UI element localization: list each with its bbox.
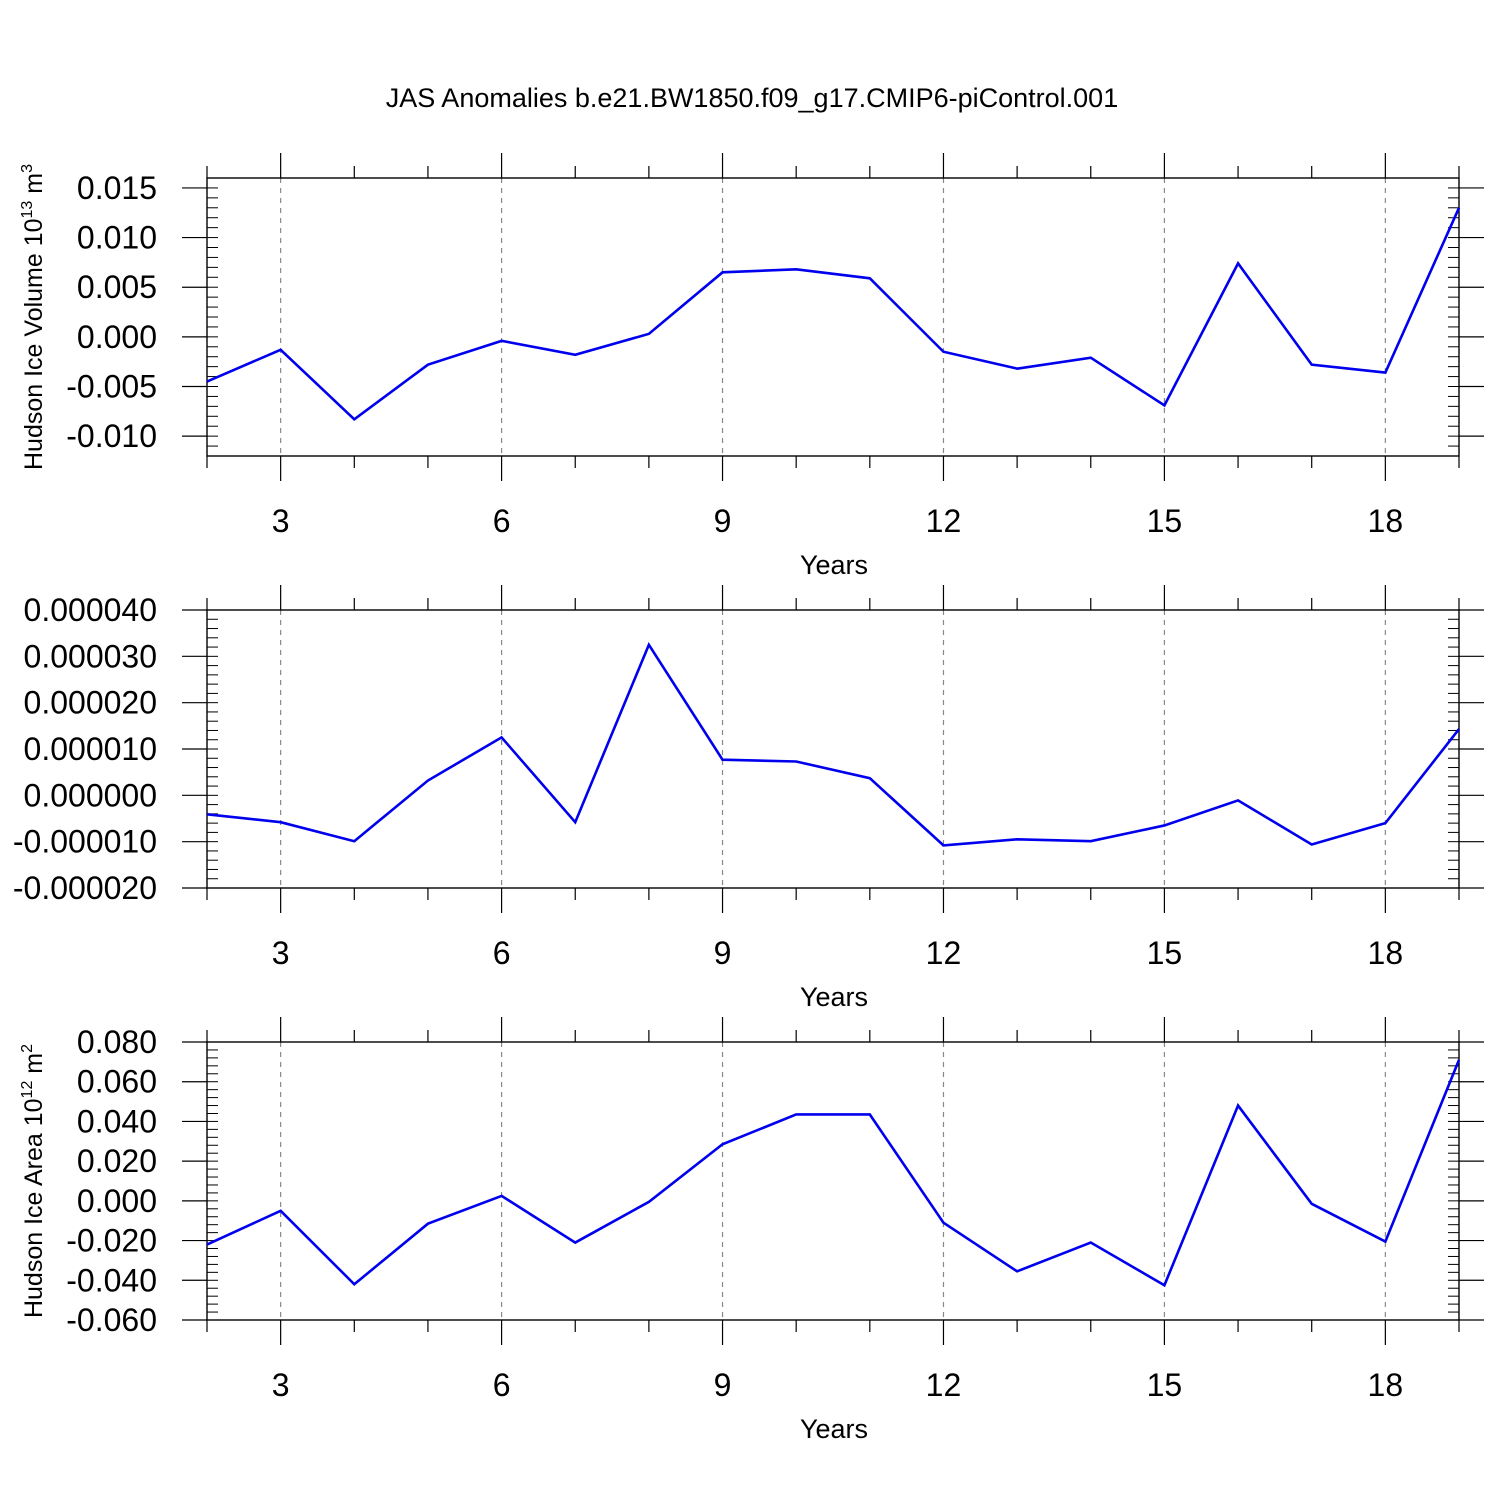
- x-tick-label: 15: [1147, 935, 1183, 971]
- x-axis-label: Years: [800, 982, 868, 1012]
- y-tick-label: 0.000020: [24, 685, 157, 721]
- y-tick-label: 0.000000: [24, 777, 157, 813]
- x-tick-label: 6: [493, 935, 511, 971]
- x-tick-label: 18: [1368, 1367, 1404, 1403]
- y-tick-label: 0.000040: [24, 592, 157, 628]
- y-tick-label: 0.000010: [24, 731, 157, 767]
- y-tick-label: 0.000: [77, 319, 157, 355]
- y-tick-label: 0.005: [77, 269, 157, 305]
- y-tick-label: 0.000030: [24, 638, 157, 674]
- x-tick-label: 15: [1147, 503, 1183, 539]
- y-tick-label: 0.060: [77, 1064, 157, 1100]
- x-tick-label: 6: [493, 1367, 511, 1403]
- y-tick-label: -0.000010: [13, 824, 157, 860]
- y-tick-label: -0.040: [66, 1262, 157, 1298]
- x-tick-label: 15: [1147, 1367, 1183, 1403]
- y-tick-label: -0.060: [66, 1302, 157, 1338]
- y-tick-label: 0.000: [77, 1183, 157, 1219]
- figure-title: JAS Anomalies b.e21.BW1850.f09_g17.CMIP6…: [386, 83, 1118, 113]
- y-tick-label: -0.000020: [13, 870, 157, 906]
- x-axis-label: Years: [800, 1414, 868, 1444]
- y-tick-label: -0.010: [66, 418, 157, 454]
- y-tick-label: 0.080: [77, 1024, 157, 1060]
- x-axis-label: Years: [800, 550, 868, 580]
- x-tick-label: 18: [1368, 503, 1404, 539]
- y-tick-label: 0.020: [77, 1143, 157, 1179]
- x-tick-label: 12: [926, 503, 962, 539]
- x-tick-label: 9: [714, 503, 732, 539]
- x-tick-label: 3: [272, 503, 290, 539]
- x-tick-label: 3: [272, 1367, 290, 1403]
- y-tick-label: -0.020: [66, 1223, 157, 1259]
- x-tick-label: 3: [272, 935, 290, 971]
- x-tick-label: 6: [493, 503, 511, 539]
- y-tick-label: 0.015: [77, 170, 157, 206]
- x-tick-label: 9: [714, 935, 732, 971]
- x-tick-label: 18: [1368, 935, 1404, 971]
- x-tick-label: 9: [714, 1367, 732, 1403]
- y-tick-label: 0.010: [77, 220, 157, 256]
- x-tick-label: 12: [926, 935, 962, 971]
- y-tick-label: -0.005: [66, 369, 157, 405]
- y-tick-label: 0.040: [77, 1103, 157, 1139]
- x-tick-label: 12: [926, 1367, 962, 1403]
